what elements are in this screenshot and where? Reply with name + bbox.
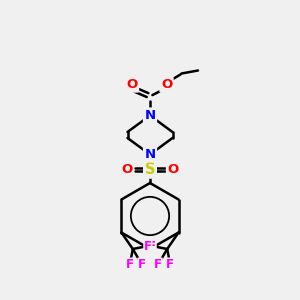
Text: F: F (154, 258, 162, 271)
Text: F: F (126, 258, 134, 271)
Text: O: O (161, 78, 172, 91)
Text: F: F (138, 258, 146, 271)
Text: F: F (148, 239, 156, 253)
Text: O: O (126, 78, 138, 91)
Text: N: N (144, 148, 156, 161)
Text: F: F (166, 258, 174, 271)
Text: F: F (144, 239, 152, 253)
Text: S: S (145, 162, 155, 177)
Text: N: N (144, 109, 156, 122)
Text: O: O (122, 163, 133, 176)
Text: O: O (167, 163, 178, 176)
